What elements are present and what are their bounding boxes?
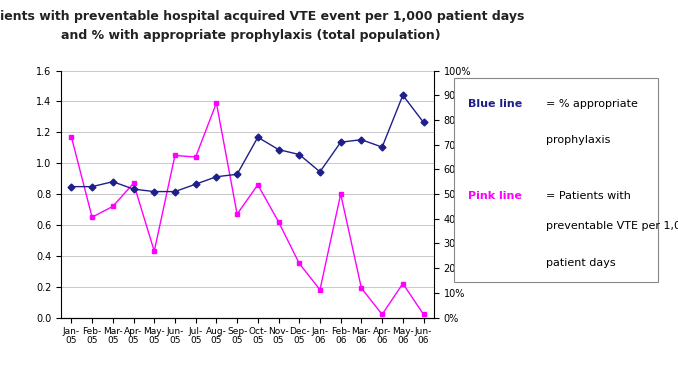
- Case per 1k pt days: [151, 249, 159, 254]
- % appropriate prophylaxis: [295, 152, 303, 157]
- % appropriate prophylaxis: [129, 187, 138, 191]
- % appropriate prophylaxis: [357, 137, 365, 142]
- Text: Blue line: Blue line: [468, 99, 523, 109]
- Line: Case per 1k pt days: Case per 1k pt days: [69, 100, 426, 317]
- % appropriate prophylaxis: [151, 189, 159, 194]
- Text: = Patients with: = Patients with: [546, 191, 631, 201]
- % appropriate prophylaxis: [378, 145, 386, 149]
- % appropriate prophylaxis: [420, 120, 428, 125]
- Case per 1k pt days: [275, 220, 283, 224]
- % appropriate prophylaxis: [67, 184, 75, 189]
- % appropriate prophylaxis: [316, 169, 324, 174]
- Case per 1k pt days: [192, 155, 200, 160]
- Text: prophylaxis: prophylaxis: [546, 136, 610, 145]
- Case per 1k pt days: [295, 261, 303, 266]
- Case per 1k pt days: [399, 281, 407, 286]
- % appropriate prophylaxis: [233, 172, 241, 177]
- % appropriate prophylaxis: [108, 180, 117, 184]
- Case per 1k pt days: [108, 204, 117, 209]
- % appropriate prophylaxis: [212, 174, 220, 179]
- Case per 1k pt days: [129, 181, 138, 185]
- Case per 1k pt days: [254, 182, 262, 187]
- Case per 1k pt days: [378, 312, 386, 317]
- Text: and % with appropriate prophylaxis (total population): and % with appropriate prophylaxis (tota…: [61, 29, 441, 42]
- Case per 1k pt days: [233, 212, 241, 216]
- % appropriate prophylaxis: [171, 189, 179, 194]
- Text: Patients with preventable hospital acquired VTE event per 1,000 patient days: Patients with preventable hospital acqui…: [0, 10, 525, 23]
- % appropriate prophylaxis: [88, 184, 96, 189]
- % appropriate prophylaxis: [337, 140, 345, 145]
- % appropriate prophylaxis: [192, 182, 200, 187]
- Case per 1k pt days: [357, 286, 365, 290]
- % appropriate prophylaxis: [275, 147, 283, 152]
- Case per 1k pt days: [171, 153, 179, 158]
- Case per 1k pt days: [316, 287, 324, 292]
- Text: preventable VTE per 1,000: preventable VTE per 1,000: [546, 221, 678, 231]
- % appropriate prophylaxis: [399, 93, 407, 98]
- Case per 1k pt days: [337, 192, 345, 196]
- Text: patient days: patient days: [546, 258, 616, 268]
- Case per 1k pt days: [67, 134, 75, 139]
- Text: Pink line: Pink line: [468, 191, 522, 201]
- Case per 1k pt days: [420, 312, 428, 317]
- Text: = % appropriate: = % appropriate: [546, 99, 638, 109]
- Case per 1k pt days: [88, 215, 96, 220]
- % appropriate prophylaxis: [254, 135, 262, 140]
- Case per 1k pt days: [212, 101, 220, 105]
- Line: % appropriate prophylaxis: % appropriate prophylaxis: [69, 93, 426, 194]
